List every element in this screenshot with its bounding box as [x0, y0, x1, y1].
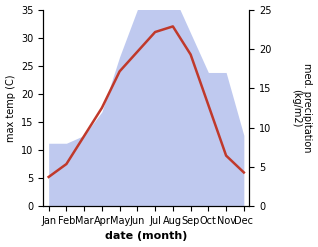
Y-axis label: max temp (C): max temp (C)	[5, 74, 16, 142]
X-axis label: date (month): date (month)	[105, 231, 187, 242]
Y-axis label: med. precipitation
(kg/m2): med. precipitation (kg/m2)	[291, 63, 313, 153]
